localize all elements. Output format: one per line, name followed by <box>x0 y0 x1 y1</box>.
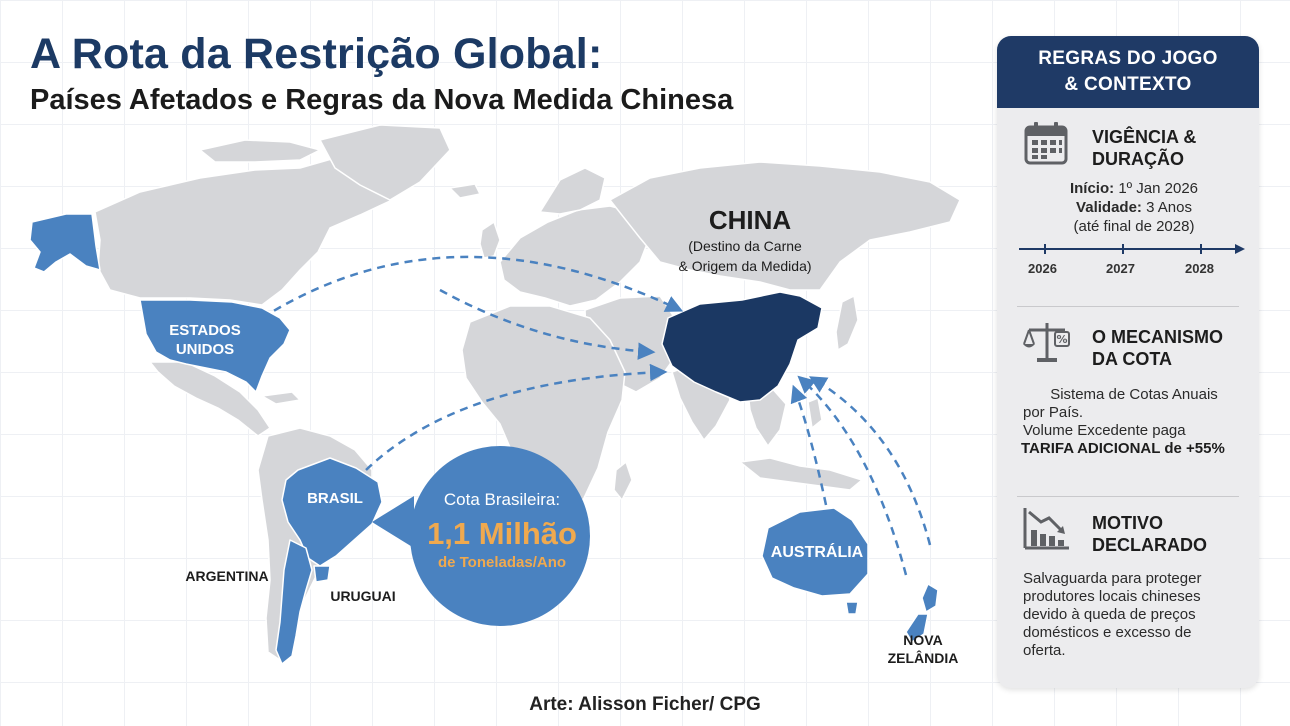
indonesia-islands <box>739 457 863 491</box>
validity-label: Validade: <box>1076 199 1142 216</box>
motivo-line-1: Salvaguarda para proteger <box>1023 570 1202 587</box>
panel-header-line-2: & CONTEXTO <box>1064 74 1192 95</box>
china-shape <box>661 291 823 403</box>
callout-unit: de Toneladas/Ano <box>437 554 567 571</box>
motivo-line-3: devido à queda de preços <box>1023 606 1196 623</box>
uruguay-shape <box>313 565 331 583</box>
mecanismo-title-2: DA COTA <box>1092 349 1172 369</box>
vigencia-until: (até final de 2028) <box>1073 218 1195 235</box>
route-brazil-china <box>365 363 668 471</box>
vigencia-start: Início: 1º Jan 2026 <box>1019 180 1249 198</box>
china-subtitle-2: & Origem da Medida) <box>678 258 812 274</box>
callout-label: Cota Brasileira: <box>443 490 561 509</box>
timeline-axis <box>1019 244 1245 254</box>
world-map <box>29 124 961 665</box>
start-value: 1º Jan 2026 <box>1118 180 1199 197</box>
canada-landmass <box>94 157 401 306</box>
art-credit: Arte: Alisson Ficher/ CPG <box>529 694 761 715</box>
rules-panel: REGRAS DO JOGO & CONTEXTO VIGÊNCIA & DUR… <box>997 36 1259 688</box>
panel-header-line-1: REGRAS DO JOGO <box>1038 48 1218 69</box>
nz-north-shape <box>921 583 939 613</box>
usa-shape <box>139 299 291 393</box>
panel-divider-1 <box>1017 306 1239 307</box>
nz-label-1: NOVA <box>903 632 943 648</box>
brazil-shape <box>281 457 383 567</box>
motivo-line-4: domésticos e excesso de <box>1023 624 1192 641</box>
brazil-quota-callout <box>372 446 590 626</box>
scale-percent-icon: % <box>1023 323 1070 362</box>
callout-value: 1,1 Milhão <box>427 516 577 551</box>
usa-label-1: ESTADOS <box>169 322 241 339</box>
nz-south-shape <box>905 613 929 643</box>
mecanismo-line-3: Volume Excedente paga <box>1023 422 1186 439</box>
calendar-icon <box>1024 122 1068 165</box>
validity-value: 3 Anos <box>1146 199 1192 216</box>
philippines-landmass <box>807 397 823 429</box>
mecanismo-line-1: Sistema de Cotas Anuais <box>1050 386 1218 403</box>
brazil-quota-text: Cota Brasileira: 1,1 Milhão de Toneladas… <box>406 490 598 571</box>
route-nz-china-2 <box>797 375 908 576</box>
timeline-2027: 2027 <box>1106 261 1135 276</box>
timeline-2026: 2026 <box>1028 261 1057 276</box>
page-title: A Rota da Restrição Global: <box>30 30 603 78</box>
motivo-title-1: MOTIVO <box>1092 513 1163 533</box>
vigencia-validity: Validade: 3 Anos <box>1019 199 1249 217</box>
iceland-landmass <box>449 183 481 199</box>
svg-text:%: % <box>1056 333 1067 346</box>
scandinavia-landmass <box>539 167 606 215</box>
page-subtitle: Países Afetados e Regras da Nova Medida … <box>30 84 734 116</box>
route-australia-china <box>790 384 828 506</box>
nz-label-2: ZELÂNDIA <box>887 650 959 666</box>
timeline-2028: 2028 <box>1185 261 1214 276</box>
australia-shape <box>761 507 869 597</box>
declining-chart-icon <box>1023 508 1069 550</box>
japan-landmass <box>835 295 859 351</box>
uk-landmass <box>479 221 501 259</box>
vigencia-title-2: DURAÇÃO <box>1092 149 1184 169</box>
tasmania-shape <box>845 601 859 615</box>
motivo-line-5: oferta. <box>1023 642 1066 659</box>
uruguai-label: URUGUAI <box>330 588 396 604</box>
route-usa-china <box>261 255 684 320</box>
argentina-shape <box>275 539 313 665</box>
china-subtitle-1: (Destino da Carne <box>688 238 802 254</box>
panel-divider-2 <box>1017 496 1239 497</box>
australia-label: AUSTRÁLIA <box>770 544 864 561</box>
arctic-islands <box>199 139 321 163</box>
madagascar-landmass <box>613 461 633 501</box>
mexico-landmass <box>149 361 271 437</box>
motivo-title-2: DECLARADO <box>1092 535 1207 555</box>
mecanismo-line-2: por País. <box>1023 404 1084 421</box>
alaska-shape <box>29 213 101 273</box>
start-label: Início: <box>1069 180 1115 197</box>
caribbean-islands <box>261 391 301 405</box>
brasil-label: BRASIL <box>307 490 363 507</box>
panel-header: REGRAS DO JOGO & CONTEXTO <box>997 36 1259 108</box>
mecanismo-line-4: TARIFA ADICIONAL de +55% <box>1021 440 1225 457</box>
china-label: CHINA <box>708 205 792 235</box>
motivo-line-2: produtores locais chineses <box>1023 588 1201 605</box>
vigencia-title-1: VIGÊNCIA & <box>1092 127 1197 147</box>
greenland-landmass <box>319 124 451 201</box>
argentina-label: ARGENTINA <box>185 568 269 584</box>
mecanismo-title-1: O MECANISMO <box>1092 327 1224 347</box>
russia-landmass <box>609 161 961 291</box>
route-nz-china-1 <box>808 376 932 546</box>
usa-label-2: UNIDOS <box>175 341 235 358</box>
